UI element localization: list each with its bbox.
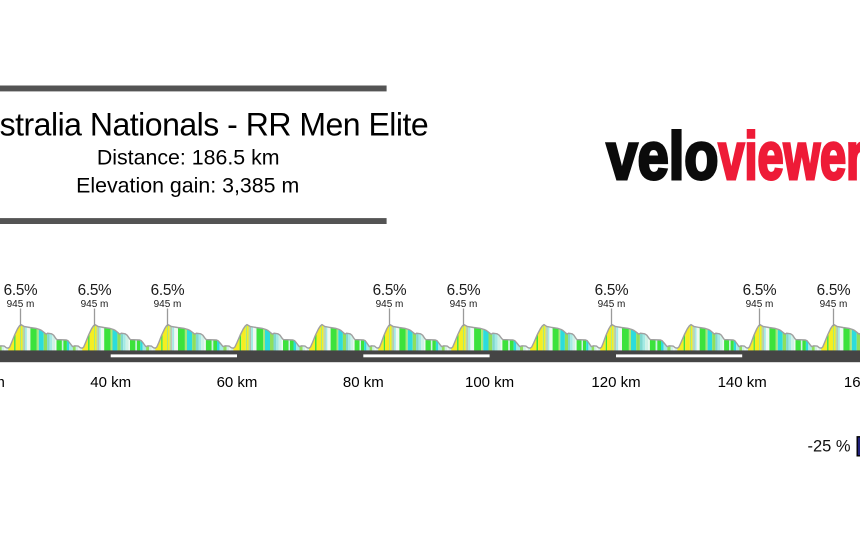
svg-text:6.5%: 6.5% bbox=[4, 282, 38, 299]
svg-text:viewer: viewer bbox=[718, 120, 860, 194]
svg-text:100 km: 100 km bbox=[465, 374, 514, 391]
svg-text:6.5%: 6.5% bbox=[595, 282, 629, 299]
svg-text:945 m: 945 m bbox=[598, 299, 626, 310]
svg-text:6.5%: 6.5% bbox=[817, 282, 851, 299]
svg-text:945 m: 945 m bbox=[376, 299, 404, 310]
svg-text:20 km: 20 km bbox=[0, 374, 5, 391]
svg-text:Distance: 186.5 km: Distance: 186.5 km bbox=[97, 146, 280, 170]
svg-text:140 km: 140 km bbox=[718, 374, 767, 391]
svg-text:945 m: 945 m bbox=[820, 299, 848, 310]
svg-text:6.5%: 6.5% bbox=[743, 282, 777, 299]
svg-text:6.5%: 6.5% bbox=[373, 282, 407, 299]
svg-text:6.5%: 6.5% bbox=[78, 282, 112, 299]
svg-text:120 km: 120 km bbox=[591, 374, 640, 391]
svg-text:80 km: 80 km bbox=[343, 374, 384, 391]
svg-text:945 m: 945 m bbox=[746, 299, 774, 310]
svg-text:945 m: 945 m bbox=[154, 299, 182, 310]
svg-text:6.5%: 6.5% bbox=[151, 282, 185, 299]
svg-text:velo: velo bbox=[607, 119, 719, 194]
svg-text:60 km: 60 km bbox=[217, 374, 258, 391]
svg-text:945 m: 945 m bbox=[450, 299, 478, 310]
svg-text:Elevation gain: 3,385 m: Elevation gain: 3,385 m bbox=[76, 174, 299, 198]
svg-text:945 m: 945 m bbox=[7, 299, 35, 310]
svg-text:6.5%: 6.5% bbox=[447, 282, 481, 299]
svg-text:Australia Nationals - RR Men E: Australia Nationals - RR Men Elite bbox=[0, 107, 428, 143]
svg-text:40 km: 40 km bbox=[90, 374, 131, 391]
svg-text:-25 %: -25 % bbox=[807, 438, 850, 456]
svg-text:945 m: 945 m bbox=[81, 299, 109, 310]
svg-text:160 km: 160 km bbox=[844, 374, 860, 391]
